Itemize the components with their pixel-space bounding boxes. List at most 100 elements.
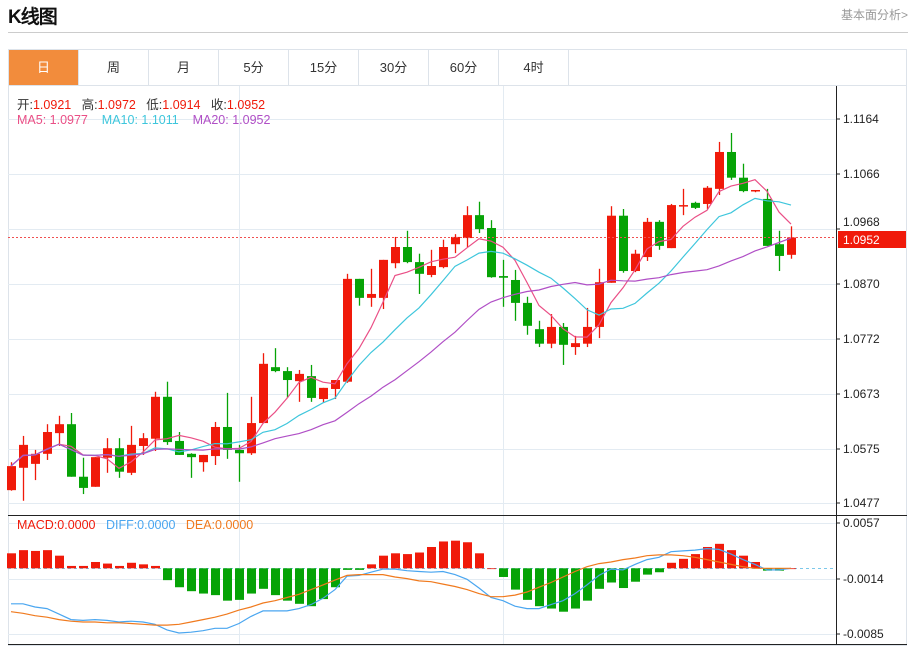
candle-body (787, 237, 796, 255)
macd-bar (451, 540, 460, 569)
candle (367, 268, 376, 307)
dea-legend-value: DEA:0.0000 (185, 518, 254, 532)
tab-4hour[interactable]: 4时 (499, 50, 569, 85)
candle (739, 163, 748, 193)
candles (7, 132, 796, 501)
candle (595, 268, 604, 339)
candle-body (583, 326, 592, 344)
fundamental-analysis-link[interactable]: 基本面分析> (840, 8, 908, 22)
tab-15min[interactable]: 15分 (289, 50, 359, 85)
candle-body (535, 329, 544, 344)
candle-body (379, 259, 388, 298)
ohlc-legend: 开:1.0921 高:1.0972 低:1.0914 收:1.0952 (17, 94, 265, 113)
candle (19, 435, 28, 501)
candle-body (511, 279, 520, 303)
macd-bar (475, 553, 484, 569)
macd-bar (379, 555, 388, 569)
candle-body (103, 448, 112, 458)
price-tick: 1.0968 (843, 215, 880, 229)
candle (283, 367, 292, 398)
candle (439, 239, 448, 269)
macd-bar (43, 550, 52, 569)
candle (43, 424, 52, 460)
candle-body (115, 448, 124, 472)
header-divider (8, 32, 908, 33)
candle-body (679, 205, 688, 207)
tab-60min[interactable]: 60分 (429, 50, 499, 85)
macd-bar (199, 568, 208, 594)
price-tick: 1.0772 (843, 332, 880, 346)
candle-body (547, 326, 556, 344)
macd-bar (739, 555, 748, 569)
candle-body (667, 205, 676, 249)
macd-bar (19, 550, 28, 569)
macd-bar (439, 541, 448, 569)
low-label: 低: (146, 98, 163, 112)
macd-bar (427, 546, 436, 569)
candle-body (739, 177, 748, 192)
candle-body (451, 236, 460, 245)
macd-bar (463, 542, 472, 569)
candle-body (775, 244, 784, 256)
macd-bar (319, 568, 328, 600)
candle (535, 320, 544, 348)
price-tick: 1.0870 (843, 277, 880, 291)
candle (79, 457, 88, 495)
candle (487, 220, 496, 278)
candle-body (223, 426, 232, 450)
candle-body (355, 278, 364, 298)
macd-bar (523, 568, 532, 600)
moving-averages (10, 179, 792, 470)
candle-body (703, 187, 712, 204)
macd-bar (403, 554, 412, 569)
macd-tick: -0.0085 (843, 627, 884, 641)
tab-5min[interactable]: 5分 (219, 50, 289, 85)
candle-body (559, 326, 568, 345)
macd-bar (283, 568, 292, 601)
candle (91, 457, 100, 487)
candle-body (247, 423, 256, 454)
candle-body (571, 343, 580, 348)
macd-bar (415, 552, 424, 569)
candle-body (79, 476, 88, 488)
macd-bar (631, 568, 640, 582)
tab-month[interactable]: 月 (149, 50, 219, 85)
ma-legend: MA5: 1.0977 MA10: 1.1011 MA20: 1.0952 (17, 113, 270, 127)
candle-body (727, 151, 736, 178)
ma5-legend: MA5: 1.0977 (17, 113, 88, 127)
candle-body (763, 198, 772, 246)
macd-bar (115, 565, 124, 569)
macd-bar (703, 546, 712, 569)
tab-week[interactable]: 周 (79, 50, 149, 85)
macd-bar (223, 568, 232, 601)
macd-bar (151, 565, 160, 569)
candle (511, 269, 520, 321)
macd-bar (667, 562, 676, 569)
macd-bar (79, 565, 88, 569)
candle (55, 415, 64, 446)
candle (727, 132, 736, 180)
macd-bar (715, 543, 724, 569)
macd-bar (571, 568, 580, 609)
price-tick: 1.0673 (843, 387, 880, 401)
candle (223, 392, 232, 459)
macd-bar (643, 568, 652, 575)
macd-tick: 0.0057 (843, 516, 880, 530)
macd-bar (355, 568, 364, 570)
candle (463, 206, 472, 247)
macd-bar (127, 562, 136, 569)
candle (751, 189, 760, 193)
candle-body (643, 221, 652, 258)
period-tabs: 日 周 月 5分 15分 30分 60分 4时 (8, 49, 907, 85)
tab-day[interactable]: 日 (9, 50, 79, 85)
candle-body (19, 444, 28, 468)
candle (115, 438, 124, 478)
candle (187, 453, 196, 478)
last-price-label: 1.0952 (843, 233, 880, 247)
candle-body (691, 202, 700, 208)
candle (619, 208, 628, 273)
candle-body (331, 380, 340, 389)
diff-legend-value: DIFF:0.0000 (105, 518, 176, 532)
tab-30min[interactable]: 30分 (359, 50, 429, 85)
